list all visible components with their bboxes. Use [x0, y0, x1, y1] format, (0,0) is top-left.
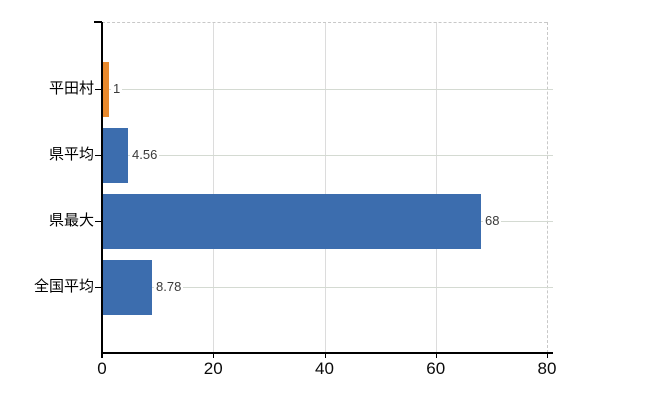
- y-gridline: [103, 155, 553, 156]
- y-tick: [95, 287, 102, 288]
- x-tick-label: 80: [537, 359, 557, 378]
- x-gridline: [435, 22, 437, 353]
- y-tick: [95, 155, 102, 156]
- x-tick: [324, 353, 326, 358]
- bar: [103, 61, 109, 117]
- value-label: 1: [111, 81, 123, 96]
- value-label: 4.56: [130, 147, 160, 162]
- category-label: 平田村: [48, 80, 94, 97]
- category-label: 県最大: [48, 212, 94, 229]
- x-tick-label: 60: [426, 359, 446, 378]
- x-tick: [435, 353, 437, 358]
- x-tick: [102, 353, 103, 358]
- x-tick: [213, 353, 215, 358]
- x-gridline: [324, 22, 326, 353]
- bar: [103, 193, 481, 249]
- category-label: 全国平均: [33, 278, 94, 295]
- x-gridline: [213, 22, 215, 353]
- bar: [103, 259, 152, 315]
- y-tick: [95, 221, 102, 222]
- plot-border-right: [547, 22, 548, 353]
- value-label: 68: [483, 213, 502, 228]
- x-tick-label: 0: [97, 359, 107, 378]
- category-label: 県平均: [48, 146, 94, 163]
- y-axis-line: [101, 22, 103, 358]
- plot-border-top: [102, 22, 547, 23]
- value-label: 8.78: [154, 279, 184, 294]
- y-gridline: [103, 89, 553, 90]
- x-tick-label: 40: [315, 359, 334, 378]
- x-axis-line: [101, 352, 553, 354]
- y-tick: [95, 89, 102, 90]
- y-axis-end-tick: [94, 21, 102, 23]
- y-gridline: [103, 287, 553, 288]
- bar: [103, 127, 128, 183]
- x-tick-label: 20: [203, 359, 223, 378]
- x-tick: [547, 353, 548, 358]
